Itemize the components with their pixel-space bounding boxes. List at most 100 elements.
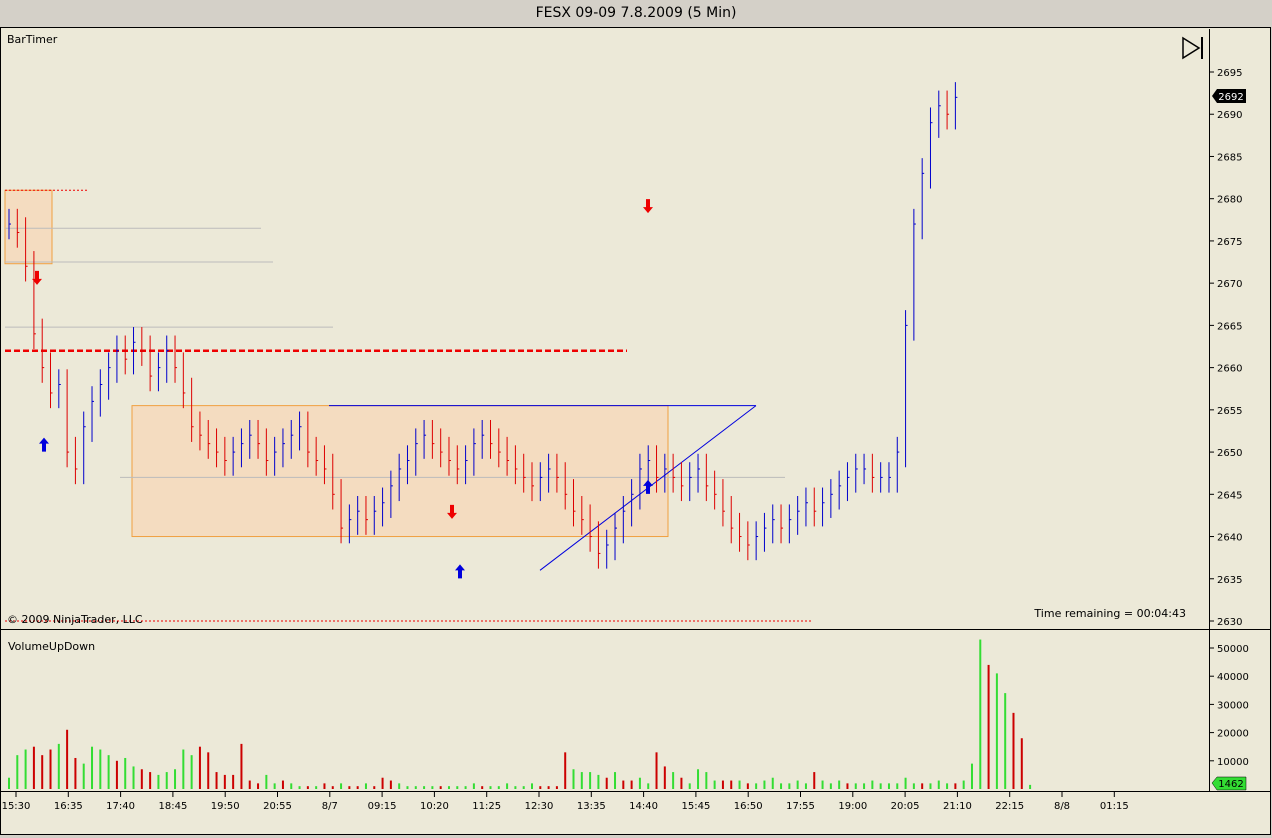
volume-bar — [398, 783, 401, 789]
volume-bar — [854, 783, 857, 789]
volume-bar — [174, 769, 177, 789]
volume-bar — [215, 772, 218, 789]
sell-arrow-icon — [447, 504, 457, 519]
volume-bar — [547, 786, 550, 789]
volume-bar — [265, 774, 268, 789]
window-title: FESX 09-09 7.8.2009 (5 Min) — [0, 0, 1272, 27]
volume-bar — [323, 783, 326, 789]
copyright-text: © 2009 NinjaTrader, LLC — [7, 613, 143, 626]
chart-frame: 2695 2690 2685 2680 2675 2670 2665 2660 2655 2650… — [0, 27, 1271, 835]
volume-bar — [356, 786, 359, 789]
volume-bar — [979, 639, 982, 789]
volume-bar — [655, 752, 658, 789]
time-tick-label: 09:15 — [368, 801, 397, 812]
volume-bar — [555, 786, 558, 789]
volume-bar — [157, 774, 160, 789]
volume-bar — [946, 783, 949, 789]
price-tick-label: 2675 — [1217, 237, 1242, 248]
volume-bar — [257, 783, 260, 789]
volume-bar — [456, 786, 459, 789]
consolidation-box — [131, 405, 669, 538]
volume-bar — [970, 763, 973, 789]
volume-bar — [281, 780, 284, 789]
price-axis-ticks: 2695 2690 2685 2680 2675 2670 2665 2660 2655 2650… — [1209, 68, 1242, 628]
price-tick-label: 2650 — [1217, 448, 1242, 459]
skip-to-end-icon[interactable] — [1182, 36, 1203, 60]
volume-bar — [489, 786, 492, 789]
volume-bar — [580, 772, 583, 789]
volume-bar — [481, 786, 484, 789]
volume-bar — [522, 786, 525, 789]
volume-bar — [721, 780, 724, 789]
volume-bar — [1012, 712, 1015, 789]
volume-bar — [373, 786, 376, 789]
volumeupdown-label: VolumeUpDown — [8, 640, 95, 653]
time-tick-label: 8/8 — [1054, 801, 1070, 812]
price-tick-label: 2645 — [1217, 490, 1242, 501]
volume-bar — [32, 746, 35, 789]
volume-bar — [871, 780, 874, 789]
volume-bar — [813, 772, 816, 789]
volume-bar — [315, 786, 318, 789]
time-tick-label: 22:15 — [995, 801, 1024, 812]
volume-bar — [198, 746, 201, 789]
volume-bar — [838, 780, 841, 789]
price-tick-label: 2695 — [1217, 68, 1242, 79]
volume-bar — [472, 783, 475, 789]
volume-bar — [406, 786, 409, 789]
volume-bar — [863, 783, 866, 789]
volume-bar — [182, 749, 185, 789]
volume-bar — [232, 774, 235, 789]
volume-bar — [647, 783, 650, 789]
current-price-value: 2692 — [1218, 92, 1243, 103]
volume-bar — [705, 772, 708, 789]
volume-bar — [763, 780, 766, 789]
volume-bar — [91, 746, 94, 789]
price-tick-label: 2685 — [1217, 152, 1242, 163]
time-tick-label: 19:50 — [211, 801, 240, 812]
volume-bar — [447, 786, 450, 789]
volume-bar — [697, 769, 700, 789]
volume-bar — [423, 786, 426, 789]
volume-bar — [738, 780, 741, 789]
volume-bar — [572, 769, 575, 789]
volume-bar — [223, 774, 226, 789]
price-tick-label: 2630 — [1217, 617, 1242, 628]
volume-bar — [730, 780, 733, 789]
time-tick-label: 17:40 — [106, 801, 135, 812]
volume-bar — [746, 783, 749, 789]
volume-tick-label: 20000 — [1217, 729, 1249, 740]
time-remaining-text: Time remaining = 00:04:43 — [1033, 607, 1186, 620]
volume-bar — [364, 783, 367, 789]
volume-bar — [66, 729, 69, 789]
time-tick-label: 12:30 — [525, 801, 554, 812]
time-tick-label: 8/7 — [322, 801, 338, 812]
time-tick-label: 15:30 — [2, 801, 31, 812]
time-tick-label: 14:40 — [629, 801, 658, 812]
time-tick-label: 10:20 — [420, 801, 449, 812]
current-price-marker: 2692 — [1212, 89, 1246, 103]
volume-bar — [954, 783, 957, 789]
price-tick-label: 2690 — [1217, 110, 1242, 121]
volume-bar — [638, 777, 641, 789]
price-tick-label: 2635 — [1217, 575, 1242, 586]
volume-bar — [389, 780, 392, 789]
volume-bar — [132, 766, 135, 789]
price-panel[interactable] — [1, 29, 1209, 629]
time-tick-label: 16:35 — [54, 801, 83, 812]
buy-arrow-icon — [39, 437, 49, 452]
volume-bar — [771, 777, 774, 789]
price-tick-label: 2640 — [1217, 533, 1242, 544]
volume-bar — [431, 786, 434, 789]
volume-bar — [995, 673, 998, 789]
drawing-objects — [4, 189, 811, 622]
volume-bar — [340, 783, 343, 789]
volume-bar — [622, 780, 625, 789]
time-tick-label: 16:50 — [734, 801, 763, 812]
chart-canvas[interactable]: 2695 2690 2685 2680 2675 2670 2665 2660 2655 2650… — [1, 28, 1271, 834]
sell-arrow-icon — [32, 270, 42, 285]
sell-arrow-icon — [643, 199, 653, 214]
volume-panel[interactable] — [1, 631, 1209, 791]
volume-bar — [1004, 693, 1007, 789]
time-tick-label: 13:35 — [577, 801, 606, 812]
